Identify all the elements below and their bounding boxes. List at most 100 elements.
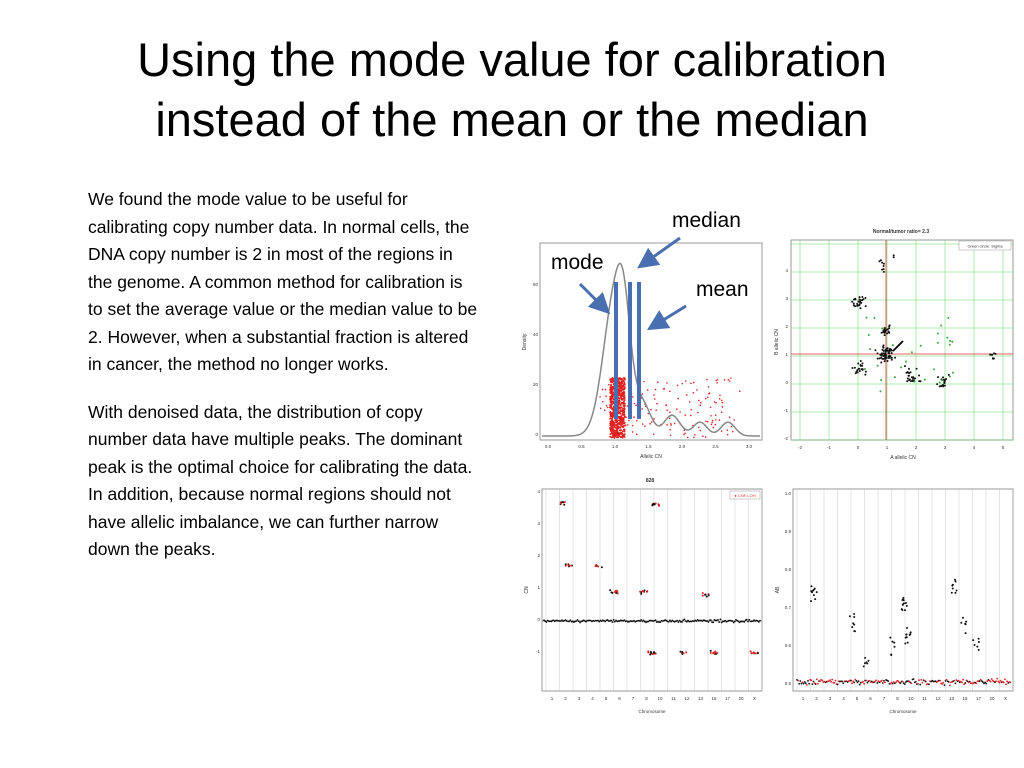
cn-point xyxy=(731,620,734,622)
scatter-point xyxy=(890,358,893,361)
scatter-point xyxy=(907,374,910,377)
baf-point xyxy=(954,682,957,685)
cn-ylabel: CN xyxy=(524,586,530,594)
tick-label: 20 xyxy=(533,382,539,387)
density-point xyxy=(652,433,655,436)
cn-point xyxy=(568,564,571,567)
cn-point xyxy=(652,502,655,505)
tick-label: 4 xyxy=(973,445,976,450)
baf-plot-svg: 1 2 3 4 5 6 7 8 10 11 12 13 15 17 20 X 0.50.60.70.80.91… xyxy=(775,488,1014,714)
baf-point xyxy=(814,683,817,685)
density-point xyxy=(666,424,668,426)
density-point xyxy=(623,380,625,383)
density-point xyxy=(623,407,626,410)
density-point xyxy=(666,382,668,384)
cn-point xyxy=(579,621,581,624)
baf-point xyxy=(867,659,870,662)
slide-body: We found the mode value to be useful for… xyxy=(88,186,480,584)
scatter-point xyxy=(876,364,879,367)
scatter-x-ticks: -2 -1 0 1 2 3 4 5 xyxy=(798,445,1005,450)
baf-point xyxy=(953,679,956,682)
baf-point xyxy=(903,609,906,612)
scatter-point xyxy=(989,353,992,356)
density-point xyxy=(622,419,625,421)
scatter-point xyxy=(882,331,885,334)
density-point xyxy=(623,386,626,389)
density-point xyxy=(609,400,612,403)
scatter-point xyxy=(942,385,945,388)
median-label: median xyxy=(672,209,741,232)
baf-point xyxy=(960,621,963,624)
cn-point xyxy=(564,619,567,621)
baf-point xyxy=(989,680,992,683)
cn-point xyxy=(753,652,756,655)
scatter-point xyxy=(882,345,885,348)
density-point xyxy=(601,388,604,391)
scatter-point xyxy=(882,270,885,273)
baf-point xyxy=(854,678,857,681)
density-point xyxy=(619,436,622,439)
tick-label: -1 xyxy=(827,445,831,450)
baf-point xyxy=(797,679,799,682)
density-point xyxy=(616,429,619,431)
baf-point xyxy=(996,677,999,680)
scatter-point xyxy=(863,368,866,371)
scatter-point xyxy=(852,302,855,305)
density-point xyxy=(712,426,715,429)
density-point xyxy=(704,436,707,438)
scatter-point xyxy=(910,351,913,354)
baf-point xyxy=(910,682,913,685)
baf-point xyxy=(865,679,868,682)
density-point xyxy=(609,435,611,438)
density-point xyxy=(677,397,679,400)
density-ylabel: Density xyxy=(522,333,528,350)
cn-point xyxy=(657,503,660,506)
baf-point xyxy=(821,679,824,682)
cn-point xyxy=(717,619,719,621)
baf-point xyxy=(962,616,965,619)
density-point xyxy=(720,411,723,414)
density-point xyxy=(599,407,602,410)
baf-point xyxy=(984,681,986,684)
cn-point xyxy=(600,566,603,569)
baf-point xyxy=(830,680,832,683)
baf-point xyxy=(876,682,879,684)
scatter-point xyxy=(991,357,994,360)
density-point xyxy=(612,391,615,394)
density-point xyxy=(606,406,609,409)
cn-point xyxy=(749,650,752,653)
density-point xyxy=(626,405,629,407)
baf-point xyxy=(900,608,903,611)
scatter-point xyxy=(943,384,946,387)
cn-point xyxy=(614,589,617,592)
density-point xyxy=(623,394,626,397)
baf-point xyxy=(850,679,852,682)
cn-point xyxy=(610,591,613,594)
baf-point xyxy=(812,588,815,591)
cn-point xyxy=(751,620,754,623)
baf-point xyxy=(921,681,924,684)
median-bar xyxy=(628,282,632,419)
baf-point xyxy=(920,678,923,681)
baf-frame xyxy=(792,488,1014,692)
tick-label: 6 xyxy=(869,696,872,701)
cn-point xyxy=(597,565,600,568)
scatter-point xyxy=(856,304,859,307)
cn-point xyxy=(649,653,652,656)
baf-point xyxy=(998,681,1001,684)
density-point xyxy=(604,388,607,391)
tick-label: 2 xyxy=(785,324,788,329)
density-point xyxy=(655,409,657,411)
density-point xyxy=(613,436,616,439)
cn-point xyxy=(612,618,615,621)
cn-point xyxy=(611,621,614,623)
tick-label: 17 xyxy=(976,696,982,701)
baf-point xyxy=(866,681,869,684)
baf-point xyxy=(884,681,886,684)
baf-point xyxy=(808,682,810,685)
baf-point xyxy=(924,680,927,683)
density-point xyxy=(609,427,611,429)
cn-point xyxy=(569,619,572,621)
scatter-point xyxy=(873,316,876,319)
density-point xyxy=(679,411,681,413)
